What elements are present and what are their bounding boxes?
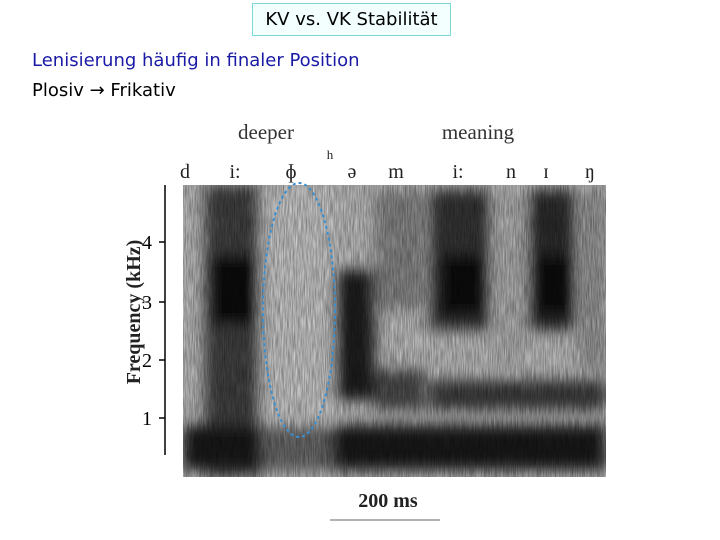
- y-tick-label: 4: [142, 232, 152, 254]
- spectrogram: [183, 185, 606, 477]
- y-axis-label: Frequency (kHz): [123, 240, 145, 385]
- y-tick-label: 1: [142, 408, 152, 430]
- bullet: Plosiv → Frikativ: [32, 80, 176, 101]
- word-label: meaning: [442, 120, 515, 144]
- word-label: deeper: [238, 120, 294, 144]
- scale-label: 200 ms: [358, 490, 418, 512]
- phone-label: m: [388, 161, 404, 183]
- y-tick-label: 2: [142, 350, 152, 372]
- phone-label: i:: [452, 161, 463, 183]
- highlight-ellipse: [262, 182, 336, 438]
- phone-label: h: [327, 147, 334, 162]
- phone-label: ŋ: [585, 161, 595, 183]
- phone-label: ə: [348, 161, 357, 183]
- phone-label: n: [506, 161, 516, 183]
- bullet: Lenisierung häufig in finaler Position: [32, 50, 360, 71]
- phone-label: ɪ: [543, 161, 549, 183]
- phone-label: i:: [229, 161, 240, 183]
- phone-label: ɸ: [285, 161, 296, 183]
- y-tick-label: 3: [142, 292, 152, 314]
- slide-title: KV vs. VK Stabilität: [252, 3, 451, 36]
- phone-label: d: [180, 161, 190, 183]
